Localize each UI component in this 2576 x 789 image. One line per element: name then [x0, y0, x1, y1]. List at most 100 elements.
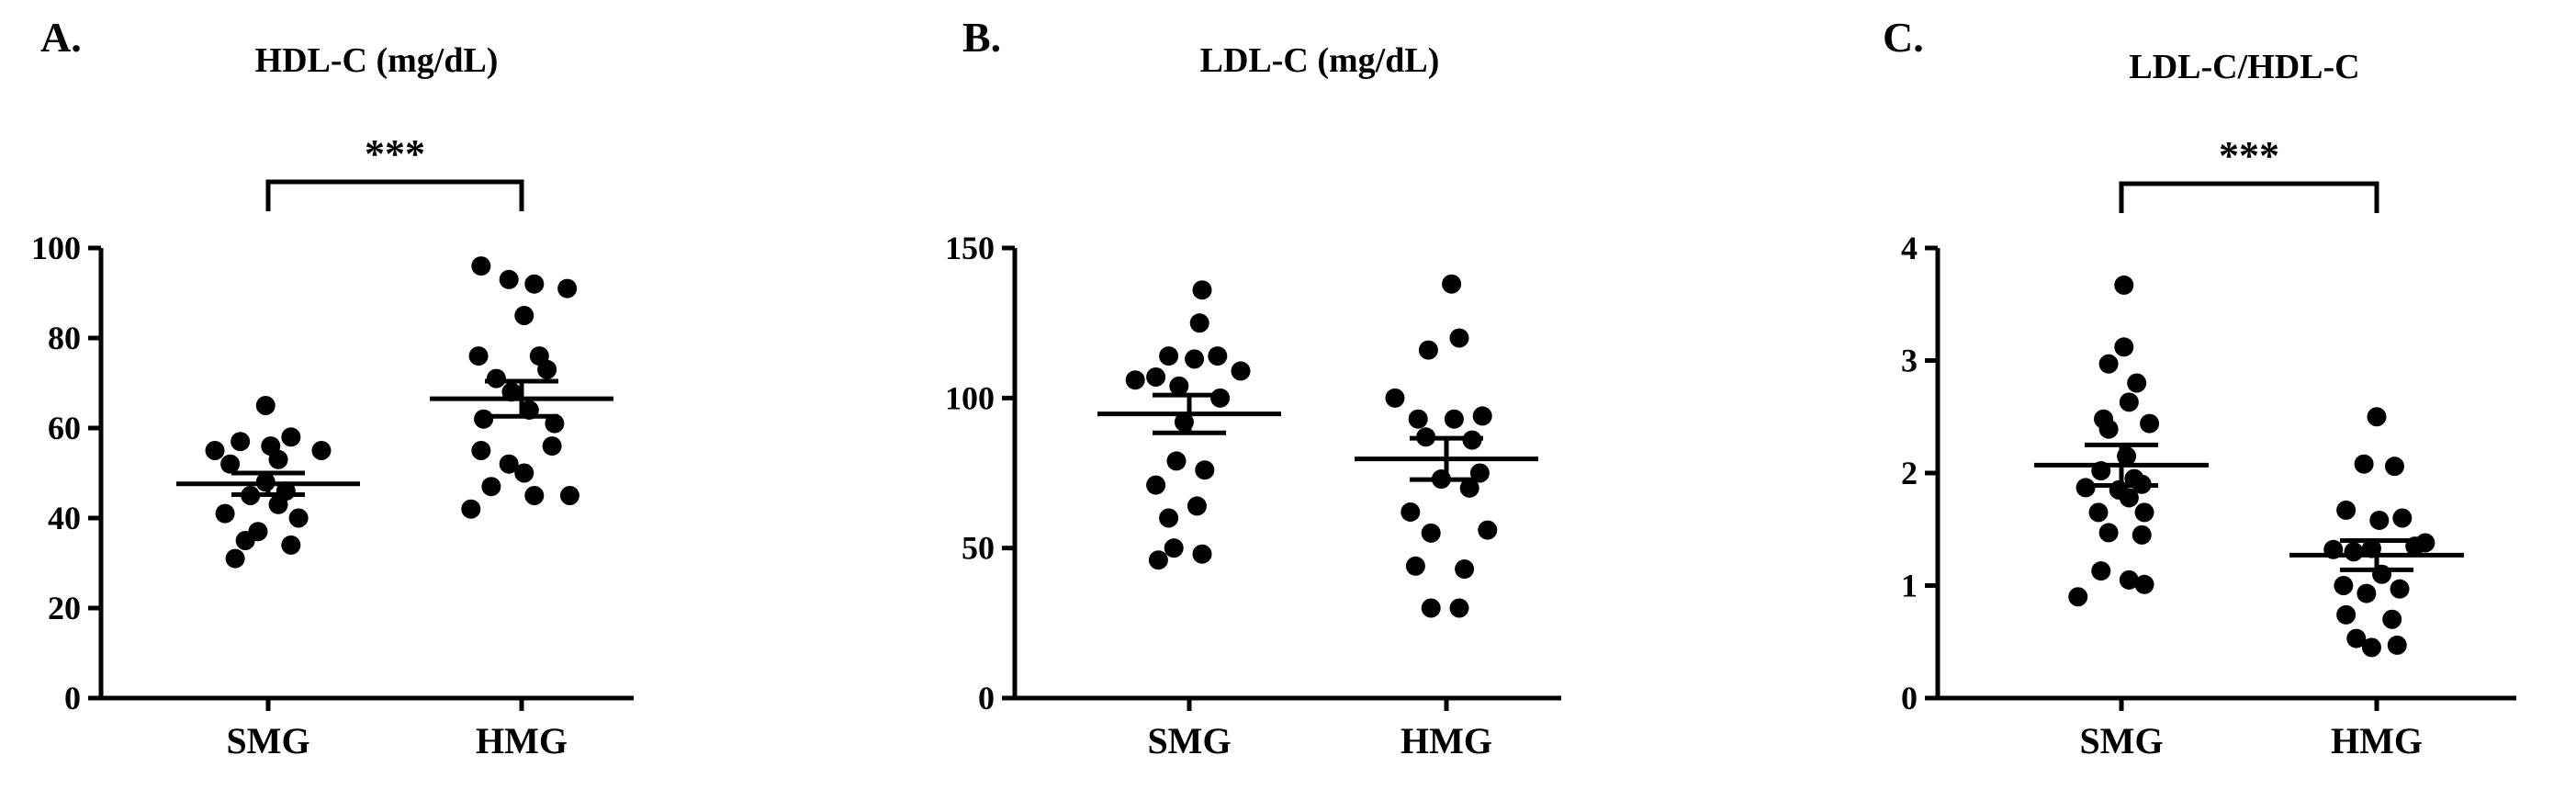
data-point: [499, 269, 519, 289]
data-point: [1187, 496, 1207, 516]
data-point: [1408, 409, 1428, 429]
data-point: [1418, 340, 1438, 360]
x-category-label: SMG: [1147, 720, 1231, 761]
data-point: [2114, 337, 2134, 357]
data-point: [1459, 478, 1479, 498]
data-point: [481, 477, 501, 497]
data-point: [2336, 500, 2357, 520]
data-point: [281, 535, 301, 555]
data-point: [514, 306, 534, 325]
data-point: [2119, 392, 2139, 412]
data-point: [1148, 550, 1168, 570]
data-point: [2114, 275, 2134, 295]
y-tick-label: 60: [48, 410, 81, 446]
data-point: [1210, 388, 1231, 408]
data-point: [2132, 524, 2152, 545]
data-point: [2098, 523, 2119, 543]
data-point: [1385, 388, 1405, 408]
data-point: [537, 359, 557, 379]
data-point: [311, 441, 332, 460]
data-point: [1125, 370, 1145, 390]
data-point: [2361, 637, 2381, 658]
data-point: [2098, 354, 2119, 374]
data-point: [1472, 406, 1492, 426]
data-point: [1442, 274, 1462, 294]
data-point: [268, 494, 288, 514]
panel-a: A. HDL-C (mg/dL) 0 20 40 60 80 100 SMG HMG ***: [31, 14, 634, 761]
data-point: [559, 486, 579, 505]
data-point: [2140, 413, 2160, 434]
data-point: [1169, 376, 1189, 396]
panel-letter-a: A.: [40, 14, 82, 61]
data-point: [235, 531, 255, 550]
data-point: [1146, 366, 1166, 387]
data-point: [471, 441, 491, 460]
data-point: [499, 454, 519, 474]
data-point: [2134, 502, 2154, 523]
data-point: [220, 454, 241, 474]
data-point: [225, 548, 245, 569]
data-point: [1478, 520, 1498, 540]
data-point: [2336, 604, 2357, 625]
data-point: [1166, 451, 1187, 471]
data-point: [2354, 454, 2374, 474]
data-point: [1449, 598, 1469, 618]
y-tick-label: 50: [962, 530, 995, 567]
data-point: [2367, 407, 2387, 427]
data-point: [2390, 579, 2410, 599]
panel-title-c: LDL-C/HDL-C: [2129, 48, 2359, 86]
data-point: [288, 508, 309, 528]
data-point: [461, 499, 481, 519]
data-point: [1189, 313, 1209, 333]
data-point: [2334, 576, 2354, 595]
data-point: [255, 396, 276, 415]
data-point: [1405, 556, 1425, 576]
data-point: [1449, 328, 1469, 348]
panel-b: B. LDL-C (mg/dL) 0 50 100 150 SMG HMG: [945, 14, 1561, 761]
data-point: [514, 463, 534, 483]
data-point: [1444, 409, 1464, 429]
data-point: [471, 256, 491, 276]
data-point: [2344, 542, 2364, 562]
data-point: [1208, 346, 1228, 366]
data-point: [1231, 361, 1251, 381]
x-category-label: SMG: [2079, 720, 2163, 761]
y-tick-label: 100: [31, 230, 81, 266]
plot-area-c: 0 1 2 3 4 SMG HMG ***: [1901, 133, 2516, 761]
data-point: [1164, 538, 1184, 558]
data-point: [524, 486, 545, 505]
x-category-label: HMG: [1400, 720, 1492, 761]
y-tick-label: 4: [1901, 230, 1918, 266]
data-point: [2119, 488, 2139, 508]
data-point: [2098, 419, 2119, 439]
data-point: [2346, 628, 2367, 648]
data-point: [1159, 346, 1179, 366]
data-point: [2119, 569, 2139, 590]
data-point: [281, 427, 301, 447]
data-point: [2392, 508, 2413, 528]
panel-letter-b: B.: [962, 14, 1001, 61]
data-point: [2357, 583, 2377, 603]
data-point: [542, 436, 562, 456]
data-point: [1421, 598, 1441, 618]
x-category-label: SMG: [226, 720, 309, 761]
data-point: [1455, 559, 1475, 580]
data-point: [2382, 609, 2402, 629]
data-point: [231, 432, 251, 452]
significance-label: ***: [2219, 133, 2279, 178]
data-point: [2091, 561, 2111, 581]
plot-area-a: 0 20 40 60 80 100 SMG HMG ***: [31, 131, 634, 761]
data-point: [1421, 523, 1441, 543]
y-tick-label: 150: [945, 230, 995, 266]
data-point: [215, 503, 235, 524]
y-tick-label: 1: [1901, 568, 1918, 604]
data-point: [486, 368, 506, 389]
data-point: [2369, 510, 2390, 530]
panel-letter-c: C.: [1883, 14, 1924, 61]
plot-area-b: 0 50 100 150 SMG HMG: [945, 230, 1561, 761]
y-tick-label: 20: [48, 590, 81, 626]
data-point: [2127, 373, 2147, 393]
data-point: [524, 274, 545, 294]
y-tick-label: 0: [64, 680, 81, 716]
